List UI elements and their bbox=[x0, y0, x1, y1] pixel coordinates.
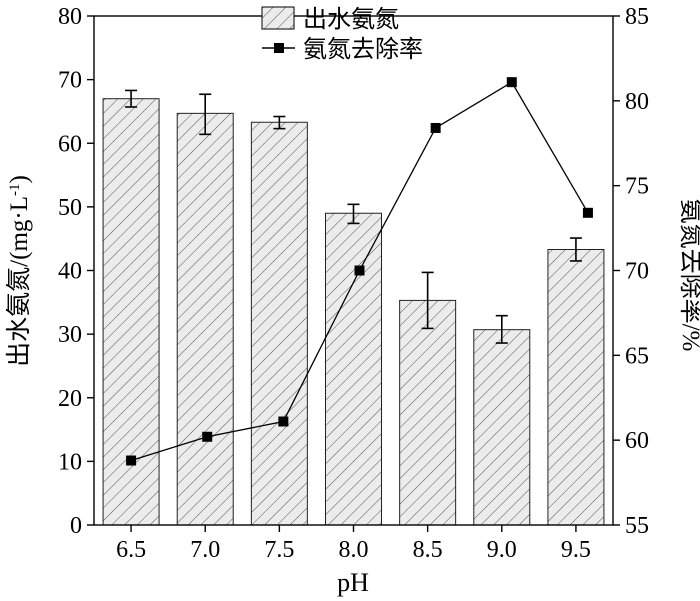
right-tick-label: 60 bbox=[625, 428, 649, 454]
line-series bbox=[126, 77, 593, 466]
bar bbox=[176, 112, 234, 526]
right-tick-label: 55 bbox=[625, 513, 649, 539]
y-axis-label-right: 氨氮去除率/% bbox=[677, 199, 700, 352]
x-tick-label: 9.0 bbox=[487, 537, 517, 563]
legend: 出水氨氮 氨氮去除率 bbox=[261, 6, 423, 63]
line-point bbox=[126, 455, 137, 466]
right-y-axis: 55 60 65 70 75 80 85 bbox=[613, 4, 649, 539]
bar bbox=[250, 121, 308, 526]
x-axis-label: pH bbox=[337, 568, 369, 597]
right-tick-label: 80 bbox=[625, 89, 649, 115]
line-point bbox=[354, 265, 365, 276]
line-point bbox=[506, 77, 517, 88]
left-tick-label: 10 bbox=[58, 449, 82, 475]
legend-line-marker bbox=[274, 43, 284, 53]
legend-bar-swatch bbox=[261, 6, 295, 30]
left-tick-label: 30 bbox=[58, 322, 82, 348]
left-tick-label: 20 bbox=[58, 386, 82, 412]
left-y-axis: 0 10 20 30 40 50 60 70 80 bbox=[58, 4, 94, 539]
bar bbox=[102, 98, 160, 526]
y-axis-label-left-main: 出水氨氮/(mg·L bbox=[5, 196, 33, 367]
bar bbox=[325, 212, 382, 526]
left-tick-label: 50 bbox=[58, 195, 82, 221]
bar bbox=[399, 299, 457, 526]
x-tick-label: 7.5 bbox=[264, 537, 294, 563]
right-tick-label: 85 bbox=[625, 4, 649, 30]
left-tick-label: 40 bbox=[58, 259, 82, 285]
line-point bbox=[430, 122, 441, 133]
x-axis: 6.5 7.0 7.5 8.0 8.5 9.0 9.5 bbox=[116, 525, 591, 563]
left-tick-label: 80 bbox=[58, 4, 82, 30]
x-tick-label: 8.0 bbox=[339, 537, 369, 563]
y-axis-label-left-close: ) bbox=[6, 175, 33, 183]
right-tick-label: 65 bbox=[625, 343, 649, 369]
bar bbox=[547, 249, 605, 526]
left-tick-label: 0 bbox=[70, 513, 82, 539]
line-point bbox=[278, 416, 289, 427]
left-tick-label: 70 bbox=[58, 68, 82, 94]
x-tick-label: 6.5 bbox=[116, 537, 146, 563]
legend-line-label: 氨氮去除率 bbox=[303, 36, 423, 63]
x-tick-label: 7.0 bbox=[190, 537, 220, 563]
bar bbox=[473, 329, 531, 526]
legend-bar-label: 出水氨氮 bbox=[303, 6, 399, 33]
left-tick-label: 60 bbox=[58, 131, 82, 157]
line-point bbox=[202, 431, 213, 442]
error-bars bbox=[125, 89, 582, 344]
x-tick-label: 8.5 bbox=[413, 537, 443, 563]
y-axis-label-left-sup: -1 bbox=[7, 184, 23, 197]
right-tick-label: 75 bbox=[625, 174, 649, 200]
line-point bbox=[582, 207, 593, 218]
y-axis-label-left: 出水氨氮/(mg·L-1) bbox=[5, 175, 33, 367]
x-tick-label: 9.5 bbox=[561, 537, 591, 563]
right-tick-label: 70 bbox=[625, 259, 649, 285]
bar-series bbox=[102, 98, 605, 526]
